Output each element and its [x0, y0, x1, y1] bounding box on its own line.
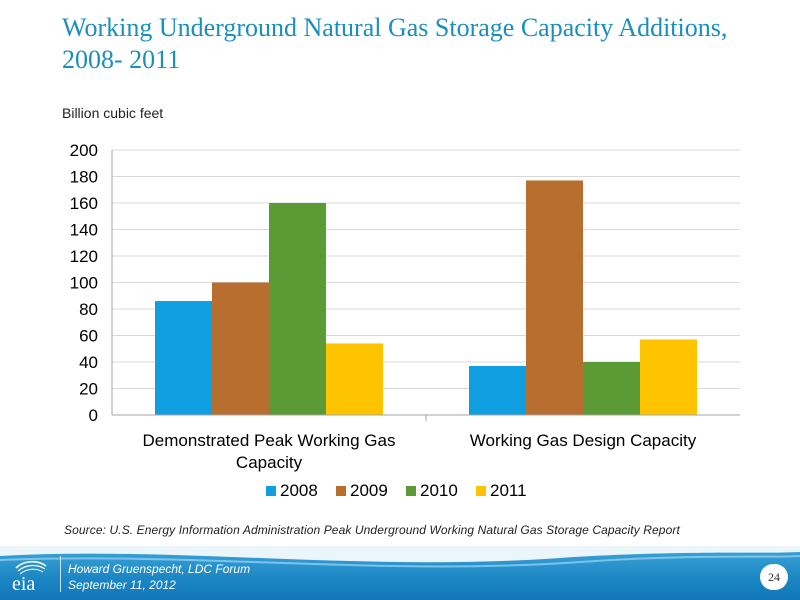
legend-swatch-2008: [266, 486, 276, 496]
y-tick-label: 100: [70, 274, 98, 293]
presenter-name: Howard Gruenspecht, LDC Forum: [68, 562, 251, 576]
y-tick-label: 80: [79, 300, 98, 319]
x-category-label: Demonstrated Peak Working Gas: [143, 431, 396, 450]
footer-wave-decoration: [0, 546, 800, 568]
footer-divider: [60, 556, 61, 592]
bar-2011-1: [640, 339, 697, 415]
eia-logo-icon: eia: [12, 560, 47, 594]
legend-swatch-2010: [406, 486, 416, 496]
y-tick-label: 120: [70, 247, 98, 266]
y-tick-label: 60: [79, 327, 98, 346]
bar-2009-1: [526, 180, 583, 415]
legend-label: 2010: [420, 481, 458, 500]
y-tick-label: 40: [79, 353, 98, 372]
bar-2008-0: [155, 301, 212, 415]
axes: [111, 150, 740, 421]
page-number: 24: [760, 564, 788, 590]
y-tick-label: 200: [70, 141, 98, 160]
bar-2008-1: [469, 365, 526, 415]
legend-label: 2009: [350, 481, 388, 500]
legend-label: 2011: [490, 481, 527, 500]
presentation-date: September 11, 2012: [68, 578, 176, 592]
legend-label: 2008: [280, 481, 318, 500]
y-tick-label: 140: [70, 221, 98, 240]
y-tick-label: 0: [89, 406, 98, 425]
logo-text: eia: [12, 573, 35, 594]
y-tick-label: 160: [70, 194, 98, 213]
y-tick-labels: 0 20 40 60 80 100 120 140 160 180 200: [70, 141, 98, 425]
bar-2010-1: [583, 362, 640, 415]
y-tick-label: 180: [70, 168, 98, 187]
y-tick-label: 20: [79, 380, 98, 399]
legend: 2008 2009 2010 2011: [266, 481, 527, 500]
bar-2009-0: [212, 282, 269, 415]
bar-2010-0: [269, 203, 326, 415]
bars: [155, 180, 697, 415]
x-category-label: Working Gas Design Capacity: [470, 431, 697, 450]
bar-2011-0: [326, 343, 383, 415]
footer-bar: eia Howard Gruenspecht, LDC Forum Septem…: [0, 546, 800, 600]
source-note: Source: U.S. Energy Information Administ…: [64, 523, 680, 537]
y-axis-unit-label: Billion cubic feet: [62, 105, 164, 121]
legend-swatch-2011: [476, 486, 486, 496]
slide-title: Working Underground Natural Gas Storage …: [62, 13, 728, 74]
x-category-label: Capacity: [236, 453, 303, 472]
bar-chart: 0 20 40 60 80 100 120 140 160 180 200 Demonstrated…: [70, 141, 740, 500]
x-category-labels: Demonstrated Peak Working Gas Capacity Wor…: [143, 431, 697, 472]
legend-swatch-2009: [336, 486, 346, 496]
